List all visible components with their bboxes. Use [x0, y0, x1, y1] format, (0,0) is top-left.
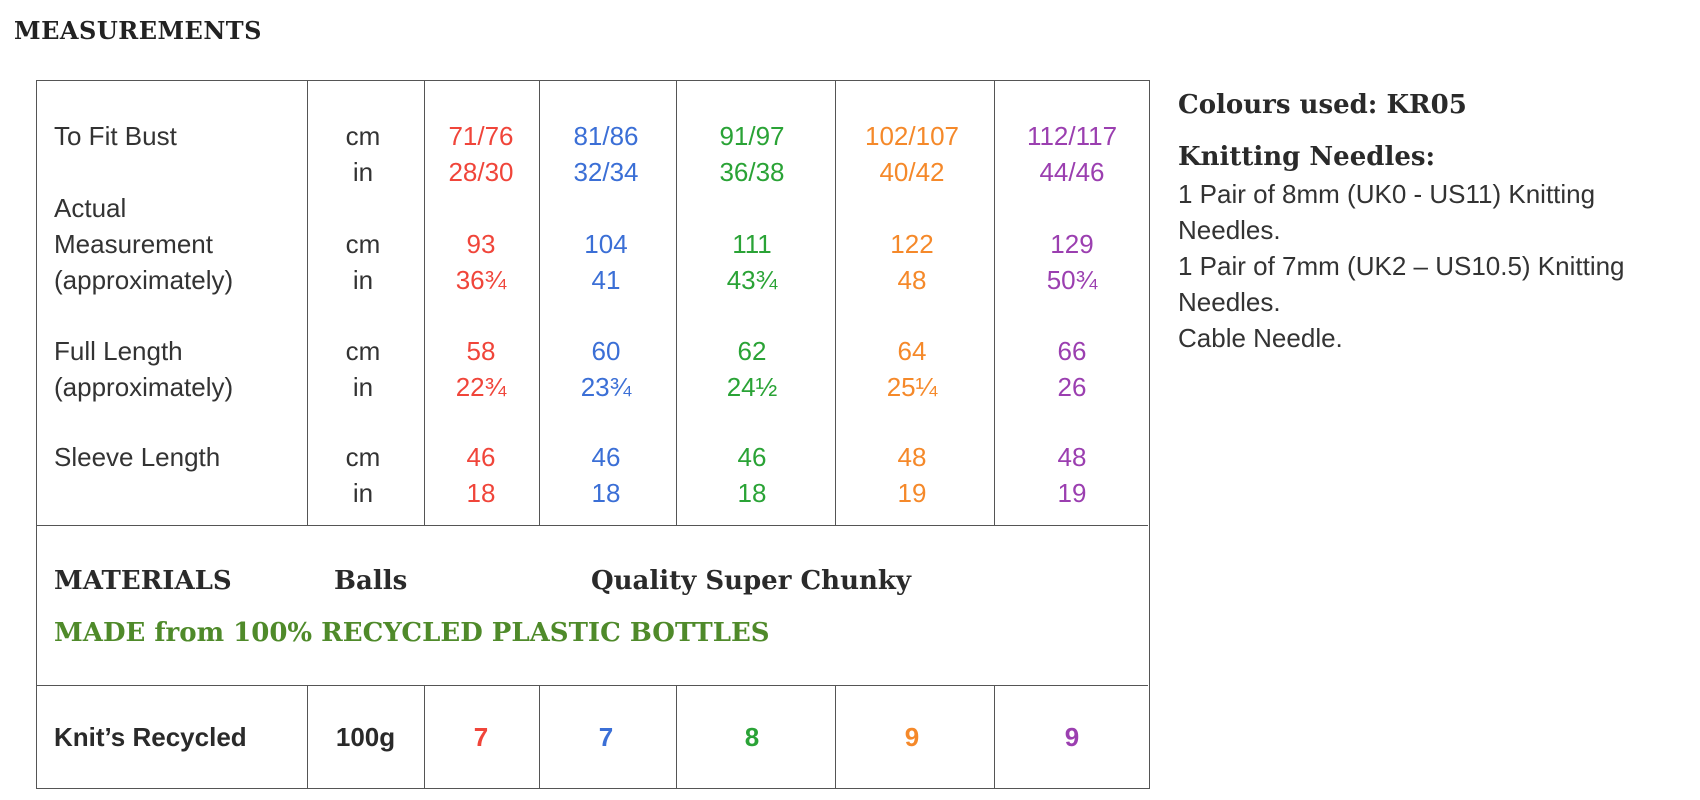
size-value-length-in: 22¾: [455, 372, 507, 402]
unit-cm: cm: [345, 336, 381, 366]
size-value-sleeve-cm: 46: [466, 442, 496, 472]
size-value-actual-cm: 104: [584, 229, 628, 259]
size-value-actual-cm: 93: [466, 229, 496, 259]
column-divider: [676, 81, 677, 525]
materials-balls-label: Balls: [334, 566, 408, 596]
size-value-length-cm: 64: [897, 336, 927, 366]
unit-in: in: [352, 157, 374, 187]
ball-count: 7: [598, 722, 614, 752]
size-value-bust-in: 32/34: [573, 157, 639, 187]
size-value-bust-in: 36/38: [719, 157, 785, 187]
column-divider: [539, 685, 540, 788]
size-value-length-cm: 66: [1057, 336, 1087, 366]
row-label-actual: Actual: [54, 193, 127, 223]
column-divider: [424, 81, 425, 525]
size-value-sleeve-cm: 48: [897, 442, 927, 472]
page-title: MEASUREMENTS: [14, 16, 262, 45]
size-value-sleeve-cm: 46: [737, 442, 767, 472]
size-value-length-cm: 60: [591, 336, 621, 366]
size-value-bust-cm: 81/86: [573, 121, 639, 151]
unit-in: in: [352, 265, 374, 295]
size-value-actual-cm: 129: [1050, 229, 1094, 259]
size-value-length-in: 23¾: [580, 372, 632, 402]
unit-cm: cm: [345, 229, 381, 259]
size-value-bust-cm: 112/117: [1026, 121, 1118, 151]
recycled-note: MADE from 100% RECYCLED PLASTIC BOTTLES: [54, 618, 770, 648]
size-value-sleeve-in: 19: [1057, 478, 1087, 508]
yarn-weight: 100g: [335, 722, 396, 752]
size-value-sleeve-in: 18: [591, 478, 621, 508]
column-divider: [835, 685, 836, 788]
size-value-bust-cm: 91/97: [719, 121, 785, 151]
materials-quality: Quality Super Chunky: [591, 566, 911, 596]
row-divider: [37, 685, 1148, 686]
needles-line: Needles.: [1178, 215, 1281, 245]
size-value-sleeve-in: 18: [737, 478, 767, 508]
size-value-sleeve-in: 18: [466, 478, 496, 508]
size-value-actual-in: 50¾: [1046, 265, 1098, 295]
column-divider: [307, 685, 308, 788]
materials-title: MATERIALS: [54, 566, 232, 596]
column-divider: [307, 81, 308, 525]
size-value-length-in: 24½: [726, 372, 778, 402]
column-divider: [835, 81, 836, 525]
size-value-actual-in: 41: [591, 265, 621, 295]
yarn-name: Knit’s Recycled: [54, 722, 247, 752]
size-value-bust-cm: 102/107: [865, 121, 959, 151]
size-value-actual-in: 43¾: [726, 265, 778, 295]
column-divider: [994, 81, 995, 525]
ball-count: 8: [744, 722, 760, 752]
needles-line: Needles.: [1178, 287, 1281, 317]
column-divider: [539, 81, 540, 525]
colours-used: Colours used: KR05: [1178, 90, 1467, 120]
size-value-bust-in: 40/42: [879, 157, 945, 187]
size-value-sleeve-cm: 48: [1057, 442, 1087, 472]
size-value-actual-in: 36¾: [455, 265, 507, 295]
ball-count: 7: [473, 722, 489, 752]
size-value-bust-in: 28/30: [448, 157, 514, 187]
measurements-table: [36, 80, 1150, 789]
row-divider: [37, 525, 1148, 526]
row-label-actual: (approximately): [54, 265, 234, 295]
needles-line: 1 Pair of 8mm (UK0 - US11) Knitting: [1178, 179, 1596, 209]
size-value-actual-cm: 122: [890, 229, 934, 259]
ball-count: 9: [1064, 722, 1080, 752]
column-divider: [994, 685, 995, 788]
unit-cm: cm: [345, 121, 381, 151]
row-label-length: (approximately): [54, 372, 234, 402]
needles-line: Cable Needle.: [1178, 323, 1343, 353]
size-value-sleeve-cm: 46: [591, 442, 621, 472]
needles-line: 1 Pair of 7mm (UK2 – US10.5) Knitting: [1178, 251, 1625, 281]
row-label-actual: Measurement: [54, 229, 213, 259]
row-label-sleeve: Sleeve Length: [54, 442, 221, 472]
size-value-sleeve-in: 19: [897, 478, 927, 508]
size-value-length-in: 25¼: [886, 372, 938, 402]
size-value-length-in: 26: [1057, 372, 1087, 402]
unit-in: in: [352, 372, 374, 402]
row-label-length: Full Length: [54, 336, 183, 366]
size-value-length-cm: 58: [466, 336, 496, 366]
ball-count: 9: [904, 722, 920, 752]
column-divider: [424, 685, 425, 788]
size-value-bust-cm: 71/76: [448, 121, 514, 151]
unit-in: in: [352, 478, 374, 508]
size-value-actual-in: 48: [897, 265, 927, 295]
column-divider: [676, 685, 677, 788]
needles-title: Knitting Needles:: [1178, 142, 1436, 172]
size-value-actual-cm: 111: [732, 229, 772, 259]
size-value-bust-in: 44/46: [1039, 157, 1105, 187]
size-value-length-cm: 62: [737, 336, 767, 366]
row-label-bust: To Fit Bust: [54, 121, 177, 151]
unit-cm: cm: [345, 442, 381, 472]
